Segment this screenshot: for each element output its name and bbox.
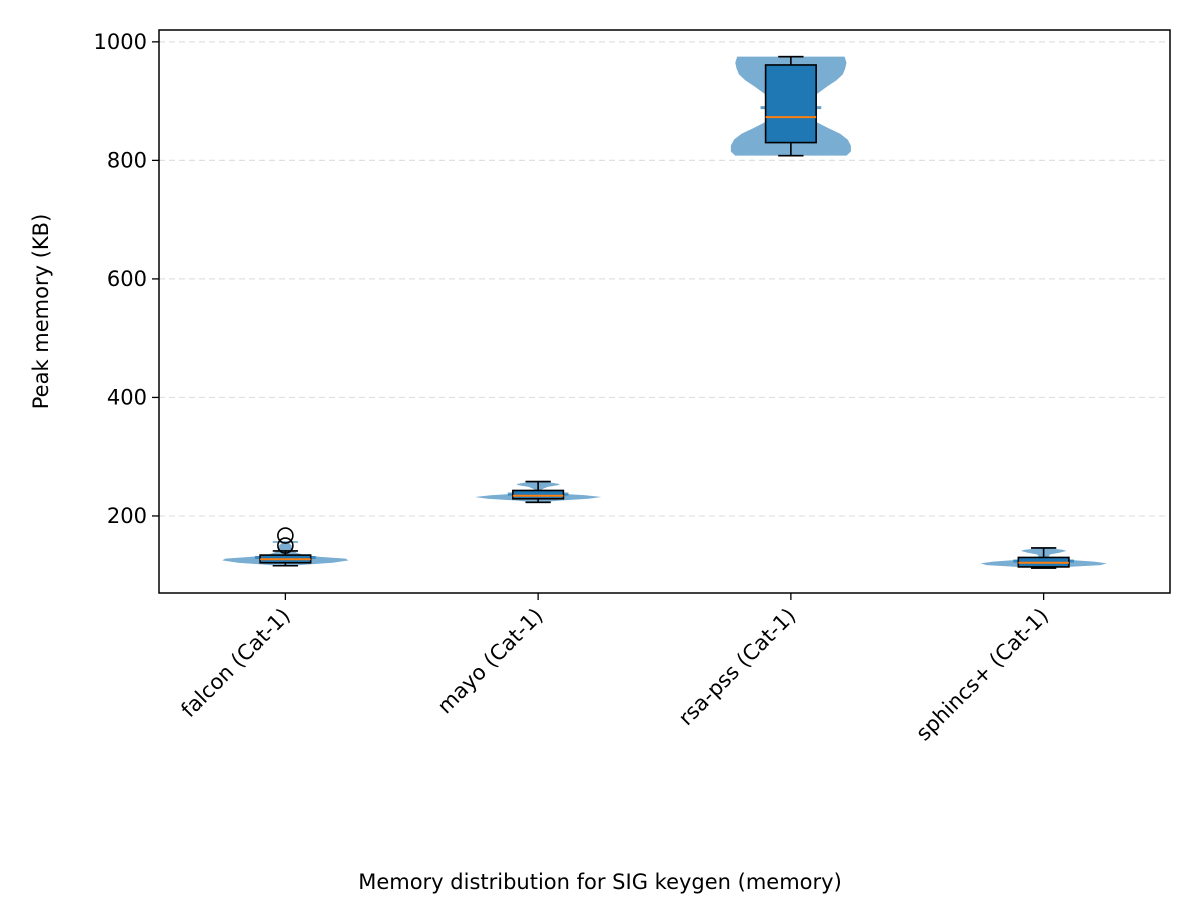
- y-axis-label: Peak memory (KB): [29, 214, 53, 410]
- boxplots: [259, 55, 1070, 569]
- x-tick-label: falcon (Cat-1): [176, 604, 294, 722]
- y-axis-ticks: 200 400 600 800 1000: [94, 30, 159, 528]
- outlier-point: [277, 537, 294, 554]
- box-iqr: [512, 489, 565, 500]
- y-tick-label: 1000: [94, 30, 147, 54]
- x-tick-label: rsa-pss (Cat-1): [674, 604, 801, 731]
- x-tick-label: sphincs+ (Cat-1): [911, 604, 1053, 746]
- outlier-point: [277, 527, 294, 544]
- x-tick-label: mayo (Cat-1): [433, 604, 548, 719]
- y-tick-label: 200: [107, 504, 147, 528]
- y-tick-label: 400: [107, 385, 147, 409]
- violins: [222, 55, 1107, 569]
- x-axis-label: Memory distribution for SIG keygen (memo…: [358, 870, 842, 894]
- x-axis-ticks: falcon (Cat-1) mayo (Cat-1) rsa-pss (Cat-1…: [176, 593, 1053, 745]
- grid-lines: [159, 41, 1170, 517]
- plot-area-frame: [158, 29, 1171, 594]
- y-tick-label: 600: [107, 267, 147, 291]
- y-tick-label: 800: [107, 148, 147, 172]
- box-iqr: [764, 64, 817, 144]
